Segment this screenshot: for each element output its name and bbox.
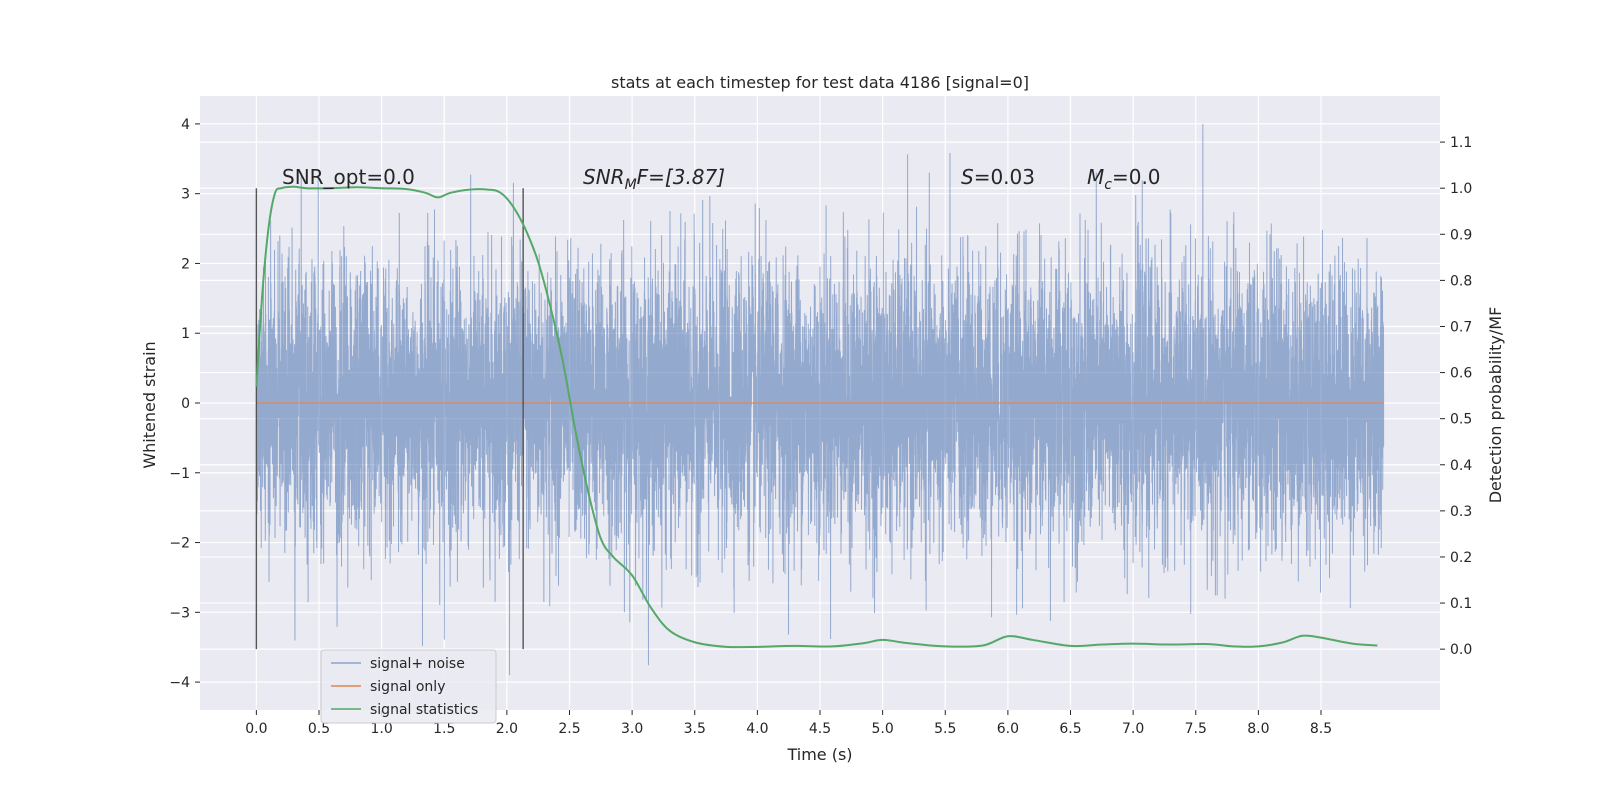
x-tick-label: 7.5 — [1185, 721, 1207, 737]
y2-tick-label: 0.9 — [1450, 227, 1472, 243]
x-tick-label: 5.0 — [871, 721, 893, 737]
y-tick-label: −2 — [169, 536, 190, 552]
x-tick-label: 5.5 — [934, 721, 956, 737]
y2-tick-label: 0.4 — [1450, 458, 1472, 474]
y2-tick-label: 0.1 — [1450, 596, 1472, 612]
annotation-mc-base: M — [1087, 165, 1104, 189]
legend-label-signal-only: signal only — [370, 679, 445, 695]
y-axis-label: Whitened strain — [140, 341, 159, 468]
y-tick-label: −3 — [169, 605, 190, 621]
x-tick-label: 8.5 — [1310, 721, 1332, 737]
y-tick-label: 1 — [181, 326, 190, 342]
marker-vlines — [255, 188, 524, 650]
y-tick-label: −1 — [169, 466, 190, 482]
annotation-s-value: =0.03 — [974, 165, 1035, 189]
y-tick-label: 3 — [181, 187, 190, 203]
y-tick-label: 2 — [181, 256, 190, 272]
annotation-mc: Mc=0.0 — [1087, 165, 1161, 193]
y2-tick-label: 0.7 — [1450, 319, 1472, 335]
annotation-s: S=0.03 — [961, 165, 1035, 189]
x-tick-label: 6.5 — [1059, 721, 1081, 737]
y2-tick-label: 0.0 — [1450, 642, 1472, 658]
x-tick-label: 0.0 — [245, 721, 267, 737]
y2-tick-label: 1.1 — [1450, 135, 1472, 151]
x-tick-label: 2.5 — [558, 721, 580, 737]
annotation-snr-mf-sub: M — [625, 177, 637, 193]
series-signal-statistics — [255, 185, 1378, 649]
series-signal-noise — [255, 123, 1385, 676]
y-tick-label: 0 — [181, 396, 190, 412]
x-tick-label: 7.0 — [1122, 721, 1144, 737]
x-tick-label: 0.5 — [308, 721, 330, 737]
y2-tick-label: 1.0 — [1450, 181, 1472, 197]
y-tick-label: 4 — [181, 117, 190, 133]
y2-tick-label: 0.2 — [1450, 550, 1472, 566]
x-tick-label: 1.5 — [433, 721, 455, 737]
annotation-mc-value: =0.0 — [1112, 165, 1161, 189]
annotation-snr-mf-base: SNR — [583, 165, 625, 189]
annotation-snr-opt: SNR_opt=0.0 — [282, 165, 415, 189]
x-tick-label: 1.0 — [370, 721, 392, 737]
x-tick-label: 4.0 — [746, 721, 768, 737]
annotation-s-base: S — [961, 165, 974, 189]
legend-box — [320, 649, 497, 724]
line-signal-statistics — [255, 185, 1378, 649]
y2-tick-label: 0.8 — [1450, 273, 1472, 289]
y2-axis-ticks: 1.1 1.0 0.9 0.8 0.7 0.6 0.5 0.4 0.3 0.2 0.1 0.0 — [1440, 135, 1472, 658]
y2-axis-label: Detection probability/MF — [1486, 307, 1505, 504]
x-tick-label: 3.5 — [684, 721, 706, 737]
legend-label-signal-statistics: signal statistics — [370, 702, 478, 718]
x-axis-ticks: 0.0 0.5 1.0 1.5 2.0 2.5 3.0 3.5 4.0 4.5 5.0 5.5 6.0 6… — [245, 710, 1332, 737]
x-tick-label: 3.0 — [621, 721, 643, 737]
annotation-mc-sub: c — [1104, 177, 1112, 193]
x-tick-label: 2.0 — [496, 721, 518, 737]
annotation-snr-mf: SNRMF=[3.87] — [583, 165, 725, 193]
x-tick-label: 4.5 — [809, 721, 831, 737]
y2-tick-label: 0.6 — [1450, 366, 1472, 382]
x-tick-label: 6.0 — [997, 721, 1019, 737]
annotation-snr-mf-f: F=[3.87] — [637, 165, 725, 189]
chart-title: stats at each timestep for test data 418… — [611, 73, 1029, 92]
y-tick-label: −4 — [169, 675, 190, 691]
legend: signal+ noise signal only signal statist… — [320, 649, 497, 724]
y2-tick-label: 0.3 — [1450, 504, 1472, 520]
y-axis-ticks: 4 3 2 1 0 −1 −2 −3 −4 — [169, 117, 200, 691]
legend-label-signal-noise: signal+ noise — [370, 656, 465, 672]
y2-tick-label: 0.5 — [1450, 412, 1472, 428]
x-axis-label: Time (s) — [786, 745, 852, 764]
line-signal-noise — [255, 123, 1385, 676]
x-tick-label: 8.0 — [1247, 721, 1269, 737]
